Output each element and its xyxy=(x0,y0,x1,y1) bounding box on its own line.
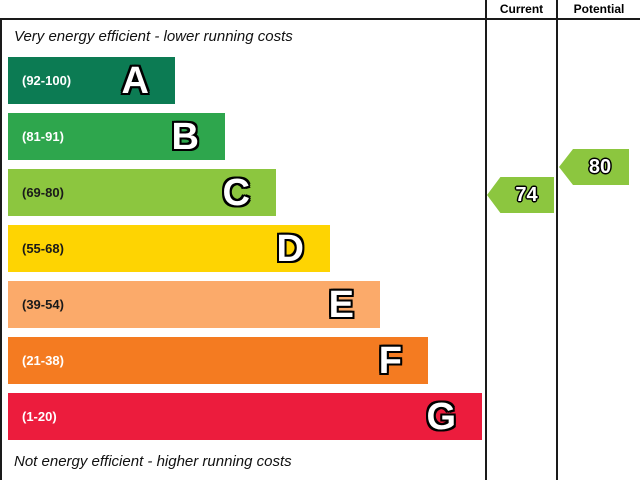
current-rating-value: 74 xyxy=(515,184,538,206)
potential-column-divider xyxy=(556,0,558,480)
band-b-bar: (81-91) B xyxy=(8,113,225,160)
band-f-bar: (21-38) F xyxy=(8,337,428,384)
current-rating-arrow-icon: 74 xyxy=(487,177,554,213)
band-a-letter: A xyxy=(121,59,149,102)
band-d-bar: (55-68) D xyxy=(8,225,330,272)
band-d-range: (55-68) xyxy=(22,241,64,256)
band-c-range: (69-80) xyxy=(22,185,64,200)
top-caption: Very energy efficient - lower running co… xyxy=(14,28,293,45)
current-column-header: Current xyxy=(499,2,544,16)
band-c-bar: (69-80) C xyxy=(8,169,276,216)
band-a-bar: (92-100) A xyxy=(8,57,175,104)
band-f-letter: F xyxy=(378,339,402,382)
band-g-bar: (1-20) G xyxy=(8,393,482,440)
potential-rating-arrow-icon: 80 xyxy=(559,149,629,185)
bottom-caption: Not energy efficient - higher running co… xyxy=(14,453,292,470)
band-b-range: (81-91) xyxy=(22,129,64,144)
band-f-range: (21-38) xyxy=(22,353,64,368)
band-a-range: (92-100) xyxy=(22,73,72,88)
current-column-divider xyxy=(485,0,487,480)
band-d-letter: D xyxy=(276,227,304,270)
potential-rating-value: 80 xyxy=(588,156,612,178)
band-b-letter: B xyxy=(171,115,199,158)
chart-left-border xyxy=(0,18,2,480)
potential-column-header: Potential xyxy=(573,2,625,16)
band-c-letter: C xyxy=(222,171,250,214)
band-e-letter: E xyxy=(328,283,354,326)
band-g-range: (1-20) xyxy=(22,409,57,424)
band-g-letter: G xyxy=(426,395,456,438)
header-divider-line xyxy=(0,18,640,20)
band-e-range: (39-54) xyxy=(22,297,64,312)
band-e-bar: (39-54) E xyxy=(8,281,380,328)
